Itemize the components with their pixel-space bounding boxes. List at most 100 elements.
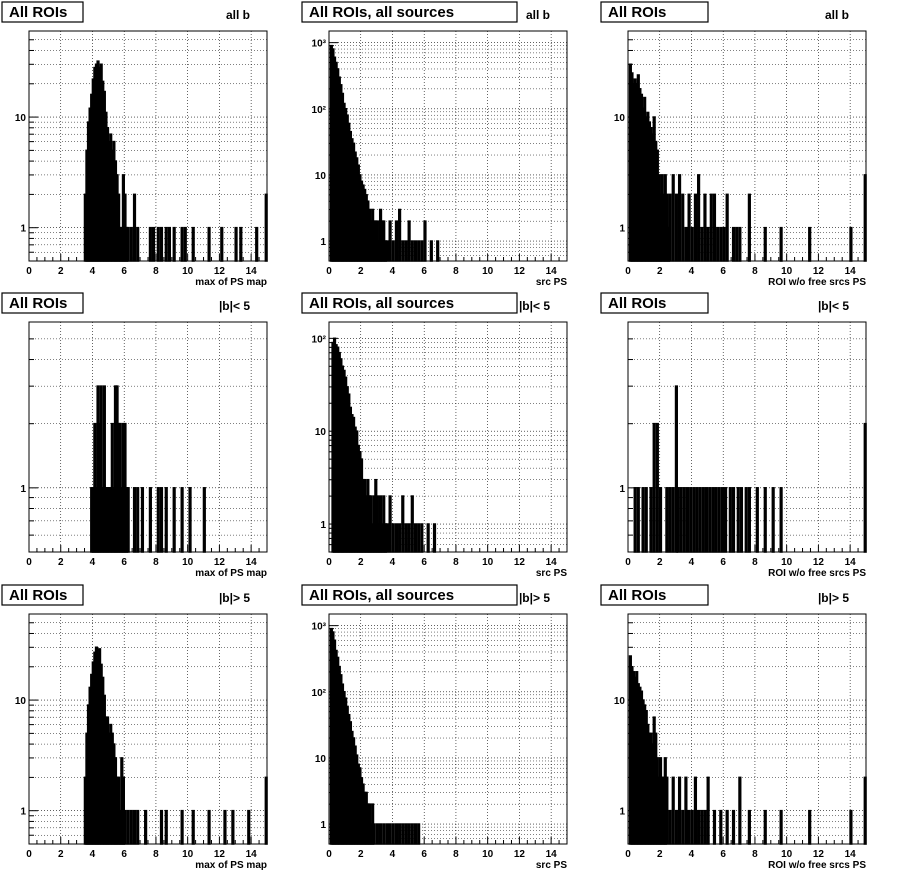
x-tick-label: 2 (358, 266, 364, 277)
histogram-bin (413, 240, 418, 262)
y-tick-label: 10³ (312, 39, 327, 50)
x-axis-label: src PS (536, 568, 567, 579)
histogram-bin (423, 220, 427, 262)
histogram-bin (426, 523, 430, 553)
histogram-bin (417, 523, 421, 553)
histogram-bin (704, 487, 709, 553)
histogram-bin (703, 193, 707, 262)
y-tick-label: 10 (315, 427, 327, 438)
x-tick-label: 6 (121, 849, 127, 860)
histogram-bin (731, 226, 736, 262)
histogram-bin (709, 193, 713, 262)
histogram-bin (738, 776, 742, 845)
histogram-bin (394, 523, 399, 553)
chart-title: All ROIs (9, 587, 67, 604)
x-tick-label: 4 (689, 266, 695, 277)
y-tick-label: 1 (320, 820, 326, 831)
x-tick-label: 8 (752, 266, 758, 277)
y-tick-label: 10 (15, 696, 27, 707)
histogram-bin (714, 487, 718, 553)
y-tick-label: 10 (315, 754, 327, 765)
histogram-bin (404, 823, 408, 845)
histogram-bin (706, 226, 710, 262)
histogram-bin (636, 487, 640, 553)
histogram-bin (410, 495, 414, 553)
histogram-bin (191, 226, 195, 262)
histogram-bin (747, 809, 751, 845)
x-tick-label: 4 (90, 849, 96, 860)
histogram-bin (255, 226, 259, 262)
histogram-bin (132, 487, 137, 553)
y-tick-label: 1 (20, 484, 26, 495)
x-tick-label: 0 (26, 557, 32, 568)
histogram-bin (407, 220, 411, 262)
histogram-bin (385, 523, 389, 553)
x-axis-label: src PS (536, 277, 567, 288)
histogram-panel: 0 2 4 6 8 10 12 14 1 ROI w/o free srcs PS All ROIs… (600, 292, 867, 579)
histogram-bin (401, 823, 405, 845)
histogram-bin (420, 523, 424, 553)
histogram-bin (148, 226, 152, 262)
x-tick-label: 14 (546, 557, 558, 568)
histogram-bin (779, 226, 783, 262)
histogram-bin (641, 487, 645, 553)
histogram-bin (693, 193, 698, 262)
histogram-bin (398, 523, 402, 553)
histogram-bin (716, 226, 720, 262)
histogram-bin (712, 193, 717, 262)
x-tick-label: 10 (482, 849, 494, 860)
histogram-bin (156, 226, 160, 262)
x-tick-label: 2 (58, 266, 64, 277)
histogram-bin (649, 487, 653, 553)
chart-subtitle: all b (226, 8, 250, 22)
histogram-bin (849, 226, 853, 262)
histogram-bin (763, 226, 767, 262)
histogram-bin (717, 487, 721, 553)
plot-frame (28, 613, 268, 845)
histogram-bin (436, 240, 440, 262)
histogram-bin (401, 240, 405, 262)
title-box (600, 1, 709, 23)
y-tick-label: 10² (312, 105, 327, 116)
x-tick-label: 4 (689, 849, 695, 860)
histogram-bin (771, 487, 775, 553)
histogram-bin (126, 809, 130, 845)
histogram-bin (231, 809, 235, 845)
histogram-bin (671, 487, 675, 553)
histogram-bin (677, 174, 682, 262)
x-tick-label: 8 (153, 557, 159, 568)
histogram-bin (172, 487, 176, 553)
histogram-bin (684, 776, 688, 845)
histogram-bin (668, 193, 672, 262)
y-tick-label: 1 (20, 224, 26, 235)
y-tick-label: 10² (312, 688, 327, 699)
x-tick-label: 2 (657, 557, 663, 568)
histogram-bin (180, 487, 184, 553)
x-tick-label: 10 (182, 557, 194, 568)
x-tick-label: 0 (326, 557, 332, 568)
x-tick-label: 4 (390, 266, 396, 277)
histogram-bin (126, 487, 130, 553)
histogram-bin (388, 495, 392, 553)
histogram-bin (264, 193, 268, 262)
x-tick-label: 12 (813, 266, 825, 277)
x-tick-label: 0 (625, 557, 631, 568)
histogram-bin (735, 226, 739, 262)
histogram-bin (220, 226, 224, 262)
chart-subtitle: |b|> 5 (818, 591, 849, 605)
histogram-bin (372, 823, 376, 845)
chart-subtitle: |b|< 5 (219, 299, 250, 313)
histogram-bin (720, 487, 725, 553)
x-tick-label: 4 (90, 266, 96, 277)
histogram-bin (658, 487, 663, 553)
histogram-bin (167, 226, 172, 262)
x-tick-label: 10 (482, 557, 494, 568)
histogram-bin (676, 487, 680, 553)
y-tick-label: 1 (619, 484, 625, 495)
histogram-bin (728, 487, 732, 553)
x-tick-label: 6 (421, 557, 427, 568)
x-tick-label: 12 (813, 557, 825, 568)
chart-subtitle: |b|< 5 (519, 299, 550, 313)
title-box (301, 292, 518, 314)
